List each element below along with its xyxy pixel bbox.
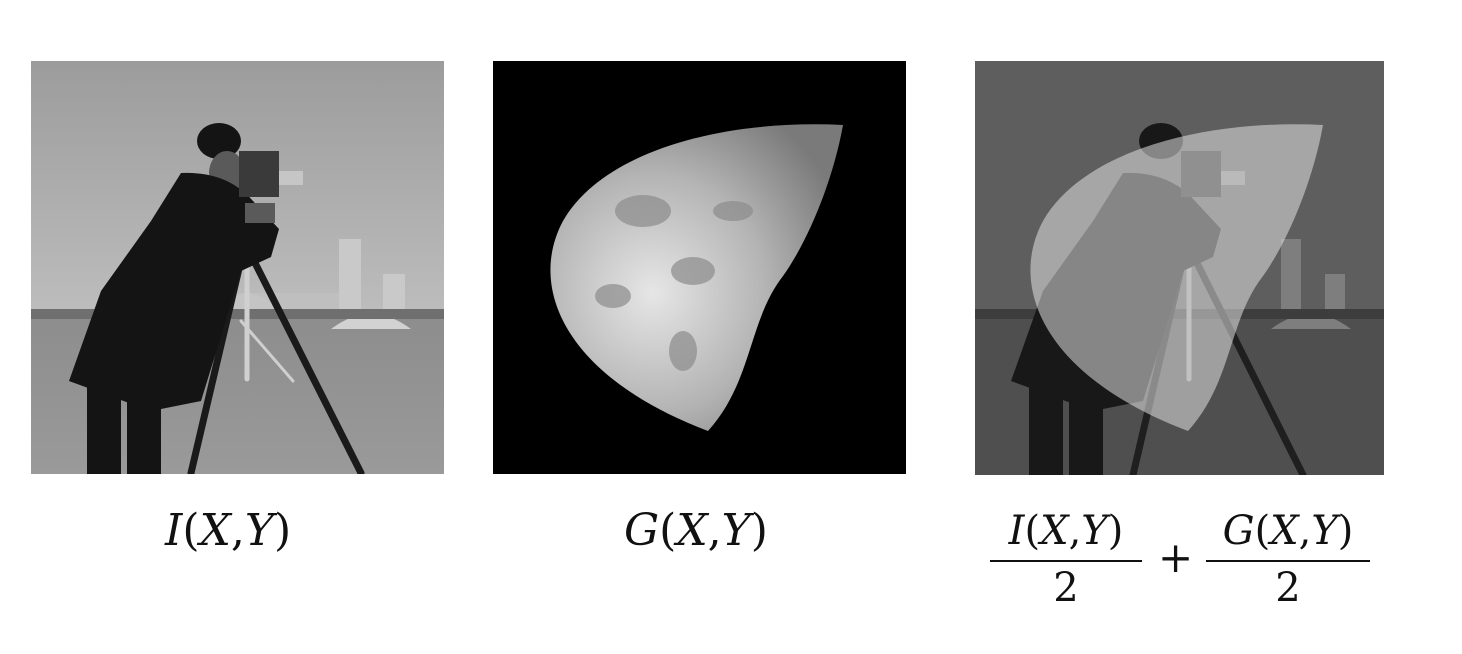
caption-y-variable: Y [244, 505, 274, 556]
fraction-bar [1206, 560, 1370, 562]
movie-camera [239, 151, 303, 223]
caption-open-paren: ( [659, 505, 677, 556]
fraction-i-over-2: I(X,Y) 2 [990, 506, 1142, 612]
fraction-denominator: 2 [1275, 565, 1301, 611]
caption-x-variable: X [199, 505, 231, 556]
caption-i-of-x-y: I(X,Y) [165, 509, 291, 553]
numerator-x-variable: X [1040, 508, 1069, 554]
fraction-denominator: 2 [1053, 565, 1079, 611]
caption-y-variable: Y [721, 505, 751, 556]
blend-equation: I(X,Y) 2 + G(X,Y) 2 [990, 506, 1380, 612]
fraction-bar [990, 560, 1142, 562]
plus-operator: + [1158, 533, 1194, 582]
blended-image [975, 61, 1384, 475]
caption-close-paren: ) [273, 505, 292, 556]
cameraman-image [31, 61, 444, 474]
caption-open-paren: ( [182, 505, 200, 556]
fraction-numerator: I(X,Y) [990, 506, 1142, 557]
caption-function-name: I [165, 505, 183, 556]
numerator-close-paren: ) [1337, 508, 1354, 554]
fraction-numerator: G(X,Y) [1206, 506, 1370, 557]
numerator-x-variable: X [1270, 508, 1299, 554]
cameraman-image-panel [31, 61, 444, 474]
caption-function-name: G [624, 505, 660, 556]
cameraman-figure [69, 123, 279, 474]
numerator-y-variable: Y [1081, 508, 1108, 554]
numerator-comma: , [1298, 508, 1312, 554]
moon-image-panel [493, 61, 906, 474]
caption-g-of-x-y: G(X,Y) [624, 509, 768, 553]
fraction-g-over-2: G(X,Y) 2 [1206, 506, 1370, 612]
numerator-open-paren: ( [1254, 508, 1271, 554]
caption-close-paren: ) [750, 505, 768, 556]
numerator-close-paren: ) [1107, 508, 1124, 554]
caption-comma: , [707, 505, 722, 556]
numerator-function-name: I [1008, 508, 1025, 554]
moon-craters [595, 195, 753, 371]
moon-image [493, 61, 906, 474]
numerator-function-name: G [1222, 508, 1255, 554]
blend-moon-overlay [1030, 124, 1323, 431]
numerator-comma: , [1068, 508, 1082, 554]
blended-image-panel [975, 61, 1384, 475]
caption-comma: , [230, 505, 245, 556]
caption-x-variable: X [676, 505, 708, 556]
numerator-y-variable: Y [1311, 508, 1338, 554]
numerator-open-paren: ( [1024, 508, 1041, 554]
